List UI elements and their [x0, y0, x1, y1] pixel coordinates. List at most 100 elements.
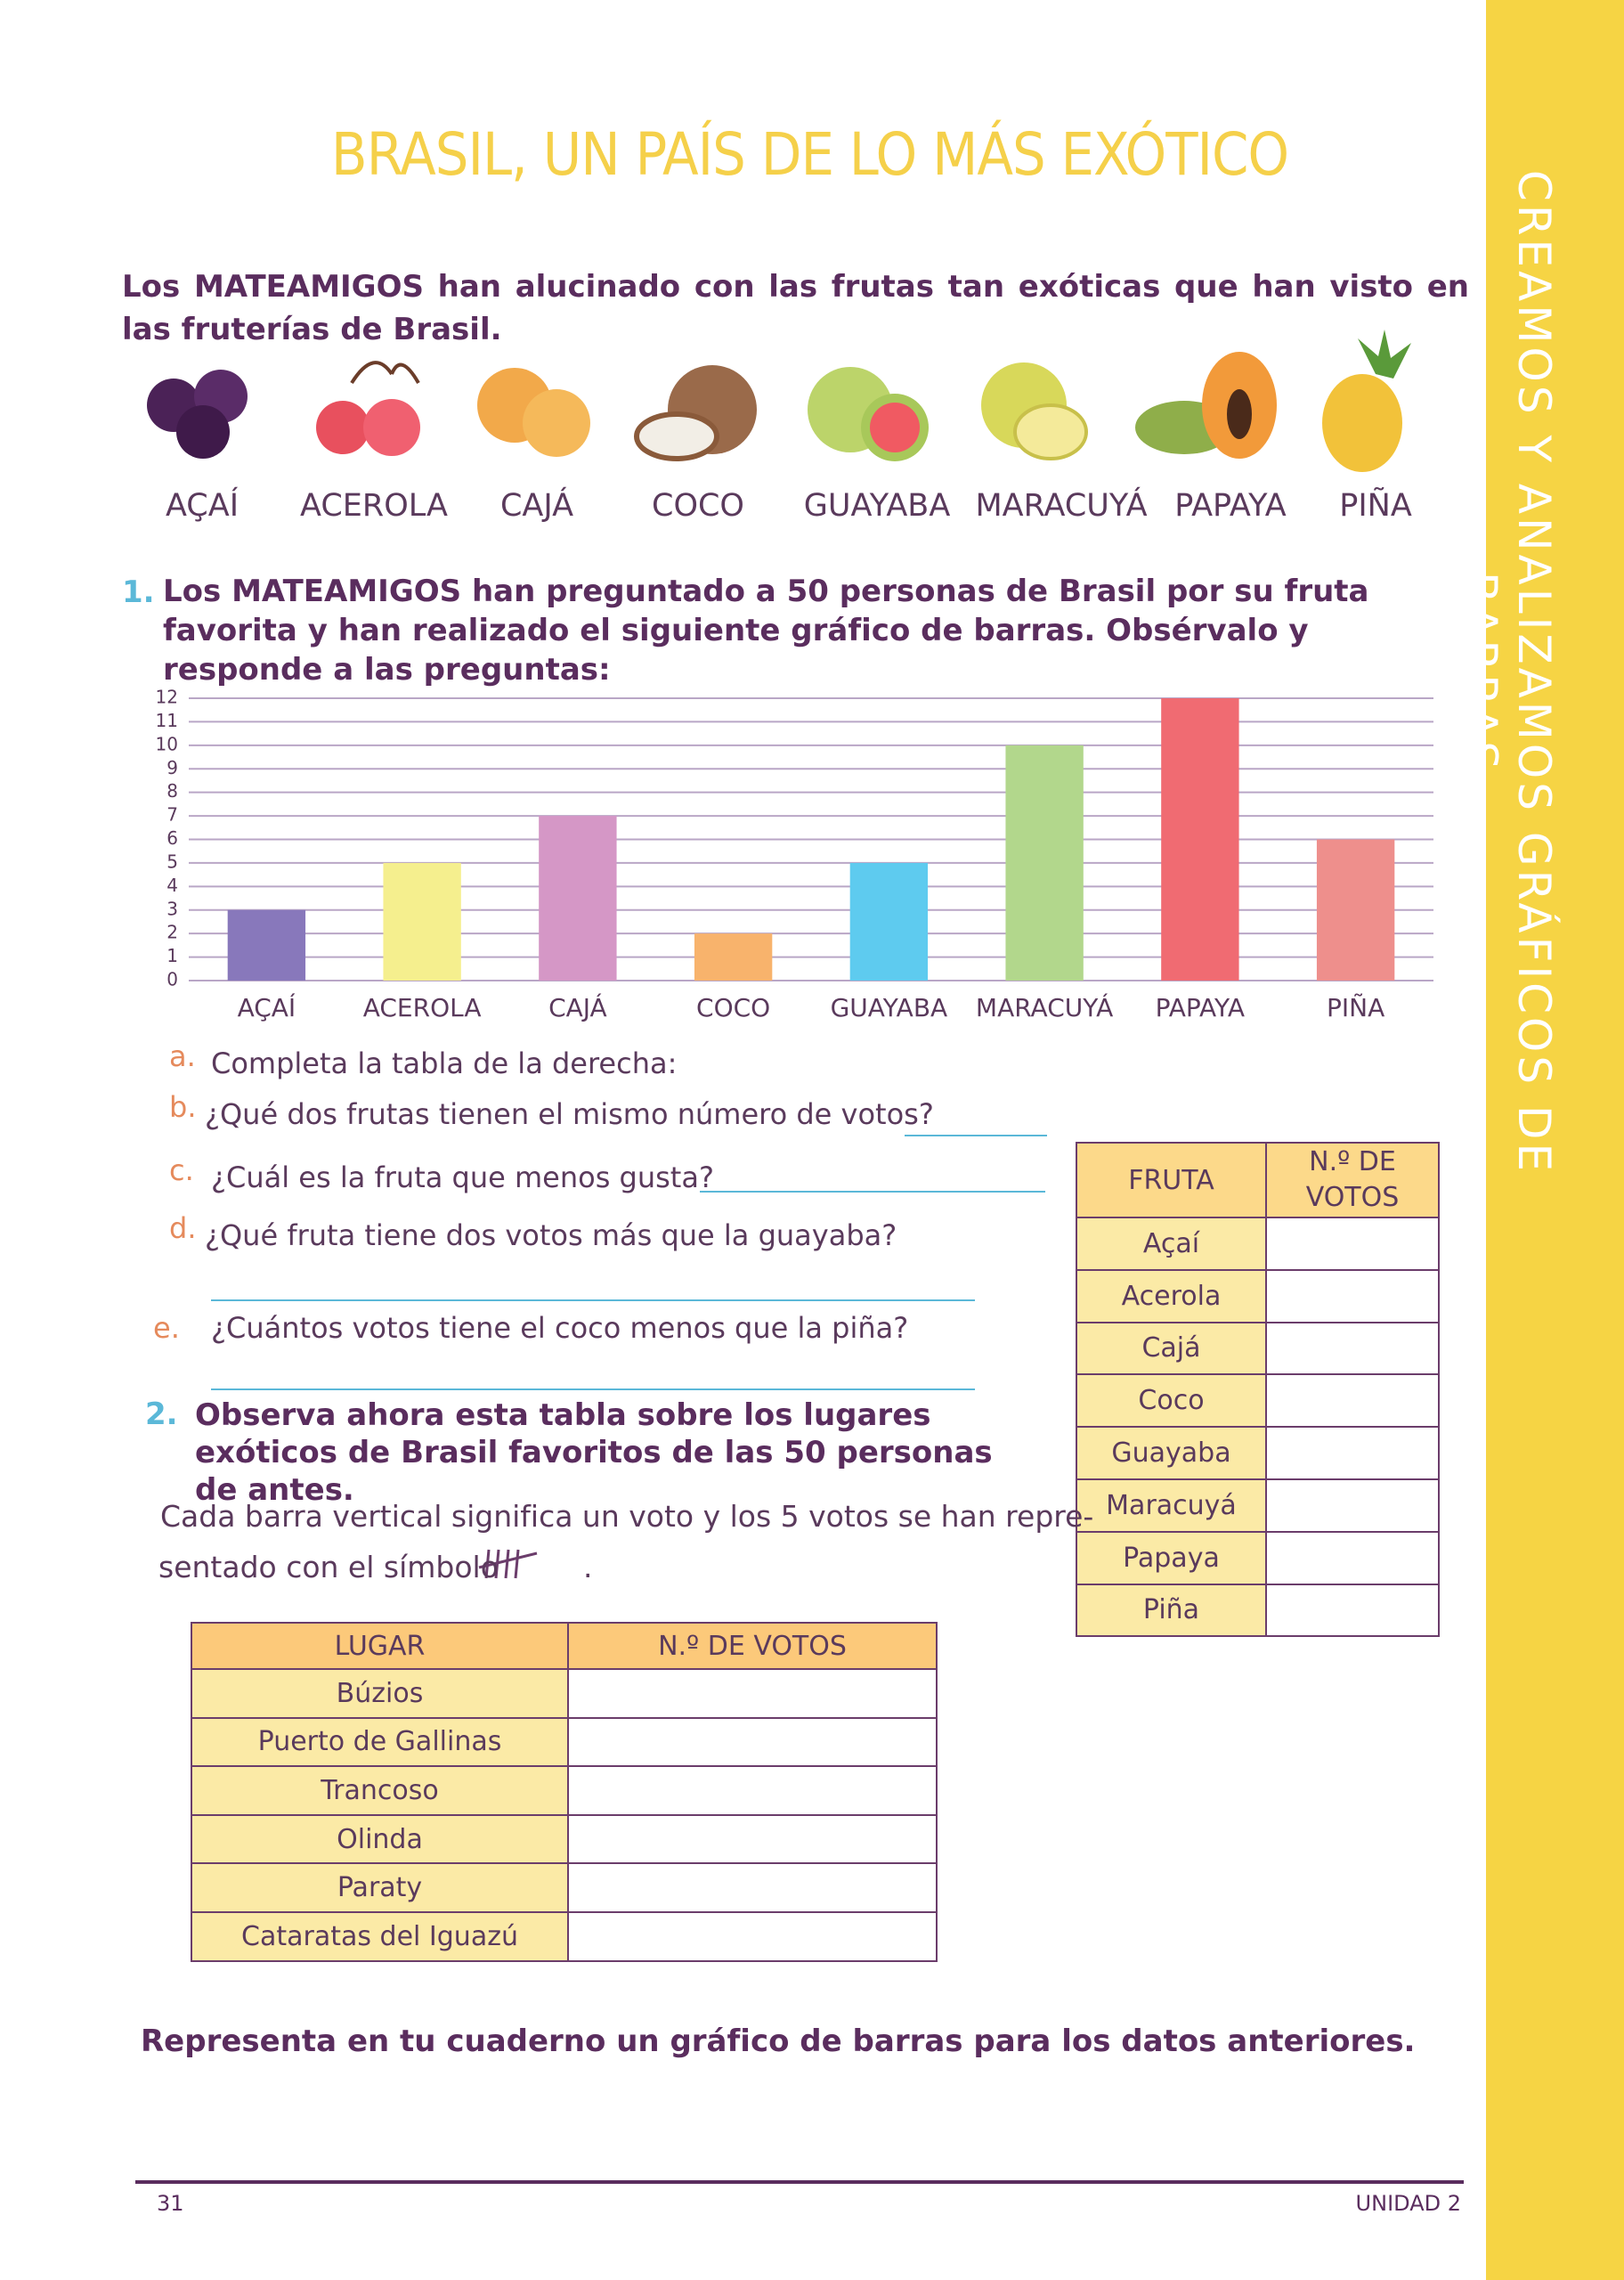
note-text: sentado con el símbolo	[158, 1550, 499, 1584]
table-cell: Piña	[1076, 1583, 1267, 1638]
table-cell: Guayaba	[1076, 1426, 1267, 1480]
fruit-label: COCO	[652, 488, 744, 524]
tally-cell	[567, 1716, 938, 1768]
table-header: N.º DE VOTOS	[567, 1622, 938, 1670]
table-cell: Maracuyá	[1076, 1478, 1267, 1533]
y-tick-label: 3	[166, 898, 178, 919]
y-tick-label: 4	[166, 875, 178, 896]
fruit-icons	[147, 330, 1411, 472]
table-cell: Cataratas del Iguazú	[191, 1911, 569, 1962]
question-number: 1.	[122, 574, 155, 610]
bar	[227, 909, 306, 981]
x-tick-label: CAJÁ	[548, 992, 607, 1022]
fruit-label: AÇAÍ	[165, 488, 240, 524]
table-cell: Coco	[1076, 1373, 1267, 1429]
question-text: ¿Cuántos votos tiene el coco menos que l…	[211, 1311, 909, 1345]
tally-cell	[567, 1765, 938, 1816]
y-tick-label: 0	[166, 969, 178, 990]
question-text: Observa ahora esta tabla sobre los lugar…	[195, 1397, 993, 1508]
page-number: 31	[157, 2191, 184, 2216]
question-letter: a.	[169, 1039, 196, 1073]
table-cell: Olinda	[191, 1813, 569, 1865]
bar	[1005, 745, 1084, 981]
papaya-icon	[1135, 352, 1277, 459]
answer-cell	[1265, 1583, 1440, 1638]
answer-cell	[1265, 1478, 1440, 1533]
page-title: BRASIL, UN PAÍS DE LO MÁS EXÓTICO	[330, 120, 1289, 189]
x-tick-label: MARACUYÁ	[976, 992, 1113, 1022]
note-text: Cada barra vertical significa un voto y …	[160, 1499, 1094, 1534]
y-tick-label: 7	[166, 804, 178, 826]
y-tick-label: 1	[166, 945, 178, 966]
question-text: ¿Qué fruta tiene dos votos más que la gu…	[205, 1218, 897, 1252]
y-tick-label: 5	[166, 851, 178, 872]
answer-cell	[1265, 1530, 1440, 1585]
table-cell: Búzios	[191, 1668, 569, 1719]
x-tick-label: PIÑA	[1327, 993, 1384, 1022]
answer-cell	[1265, 1268, 1440, 1323]
maracuya-icon	[981, 362, 1088, 460]
fruit-label: PIÑA	[1339, 488, 1412, 524]
y-tick-label: 10	[156, 733, 178, 754]
question-letter: c.	[169, 1153, 194, 1187]
answer-cell	[1265, 1217, 1440, 1271]
x-tick-label: ACEROLA	[363, 993, 482, 1022]
question-letter: e.	[153, 1311, 180, 1345]
table-cell: Acerola	[1076, 1268, 1267, 1323]
fruit-label: PAPAYA	[1174, 488, 1287, 524]
answer-cell	[1265, 1373, 1440, 1429]
bar	[539, 816, 617, 981]
acai-icon	[147, 370, 248, 459]
coco-icon	[634, 365, 757, 461]
table-header: LUGAR	[191, 1622, 569, 1670]
x-tick-label: AÇAÍ	[238, 992, 296, 1022]
x-tick-label: GUAYABA	[831, 993, 948, 1022]
y-tick-label: 8	[166, 780, 178, 802]
answer-cell	[1265, 1321, 1440, 1376]
table-header: N.º DE VOTOS	[1265, 1142, 1440, 1218]
side-band	[1486, 0, 1624, 2280]
bar	[383, 862, 461, 981]
bar	[1161, 698, 1239, 981]
bar	[1316, 839, 1395, 981]
y-tick-label: 2	[166, 922, 178, 943]
fruit-label: ACEROLA	[300, 488, 448, 524]
fruit-label: GUAYABA	[803, 488, 951, 524]
y-tick-label: 11	[156, 710, 178, 731]
tally-cell	[567, 1911, 938, 1962]
guayaba-icon	[808, 367, 929, 461]
question-letter: d.	[169, 1211, 197, 1245]
table-header: FRUTA	[1076, 1142, 1267, 1218]
note-text: .	[583, 1550, 593, 1584]
bar	[849, 862, 929, 981]
question-text: Los MATEAMIGOS han preguntado a 50 perso…	[163, 574, 1369, 688]
caja-icon	[477, 368, 590, 457]
unit-label: UNIDAD 2	[1355, 2191, 1461, 2216]
table-cell: Paraty	[191, 1862, 569, 1913]
y-tick-label: 9	[166, 757, 178, 778]
intro-text: Los MATEAMIGOS han alucinado con las fru…	[122, 269, 1469, 347]
closing-text: Representa en tu cuaderno un gráfico de …	[141, 2024, 1416, 2059]
tally-cell	[567, 1862, 938, 1913]
tally-cell	[567, 1668, 938, 1719]
fruit-label: CAJÁ	[499, 488, 574, 524]
fruit-label: MARACUYÁ	[975, 488, 1148, 524]
acerola-icon	[316, 361, 420, 456]
question-letter: b.	[169, 1090, 197, 1124]
pina-icon	[1322, 330, 1411, 472]
table-cell: Açaí	[1076, 1217, 1267, 1271]
answer-cell	[1265, 1426, 1440, 1480]
x-tick-label: PAPAYA	[1156, 993, 1245, 1022]
y-tick-label: 12	[156, 687, 178, 708]
table-cell: Cajá	[1076, 1321, 1267, 1376]
x-tick-label: COCO	[696, 993, 770, 1022]
table-cell: Trancoso	[191, 1765, 569, 1816]
table-cell: Papaya	[1076, 1530, 1267, 1585]
y-tick-label: 6	[166, 827, 178, 849]
question-text: ¿Qué dos frutas tienen el mismo número d…	[205, 1097, 934, 1131]
tally-symbol	[478, 1549, 538, 1579]
side-title: CREAMOS Y ANALIZAMOS GRÁFICOS DE BARRAS	[1455, 169, 1560, 1176]
tally-cell	[567, 1813, 938, 1865]
